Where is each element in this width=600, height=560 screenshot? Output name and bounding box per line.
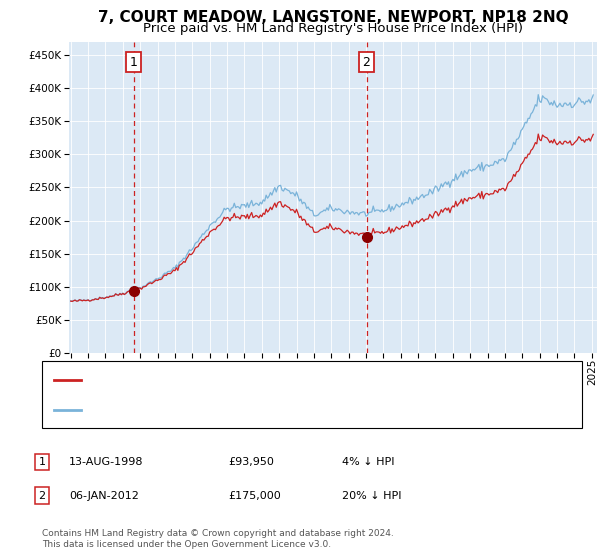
Text: 2: 2 [362,55,370,69]
Text: 1: 1 [130,55,137,69]
Text: £175,000: £175,000 [228,491,281,501]
Text: 1: 1 [38,457,46,467]
Text: Contains HM Land Registry data © Crown copyright and database right 2024.
This d: Contains HM Land Registry data © Crown c… [42,529,394,549]
Text: 13-AUG-1998: 13-AUG-1998 [69,457,143,467]
Text: 20% ↓ HPI: 20% ↓ HPI [342,491,401,501]
Text: 2: 2 [38,491,46,501]
Text: 4% ↓ HPI: 4% ↓ HPI [342,457,395,467]
Text: Price paid vs. HM Land Registry's House Price Index (HPI): Price paid vs. HM Land Registry's House … [143,22,523,35]
Text: 7, COURT MEADOW, LANGSTONE, NEWPORT, NP18 2NQ: 7, COURT MEADOW, LANGSTONE, NEWPORT, NP1… [98,10,568,25]
Text: 7, COURT MEADOW, LANGSTONE, NEWPORT, NP18 2NQ (detached house): 7, COURT MEADOW, LANGSTONE, NEWPORT, NP1… [87,375,500,385]
Text: 06-JAN-2012: 06-JAN-2012 [69,491,139,501]
Text: £93,950: £93,950 [228,457,274,467]
Text: HPI: Average price, detached house, Newport: HPI: Average price, detached house, Newp… [87,404,341,414]
